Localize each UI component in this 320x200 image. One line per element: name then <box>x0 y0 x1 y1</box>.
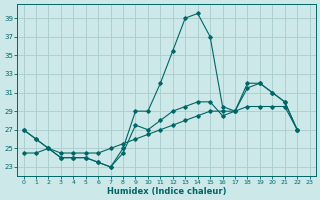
X-axis label: Humidex (Indice chaleur): Humidex (Indice chaleur) <box>107 187 226 196</box>
